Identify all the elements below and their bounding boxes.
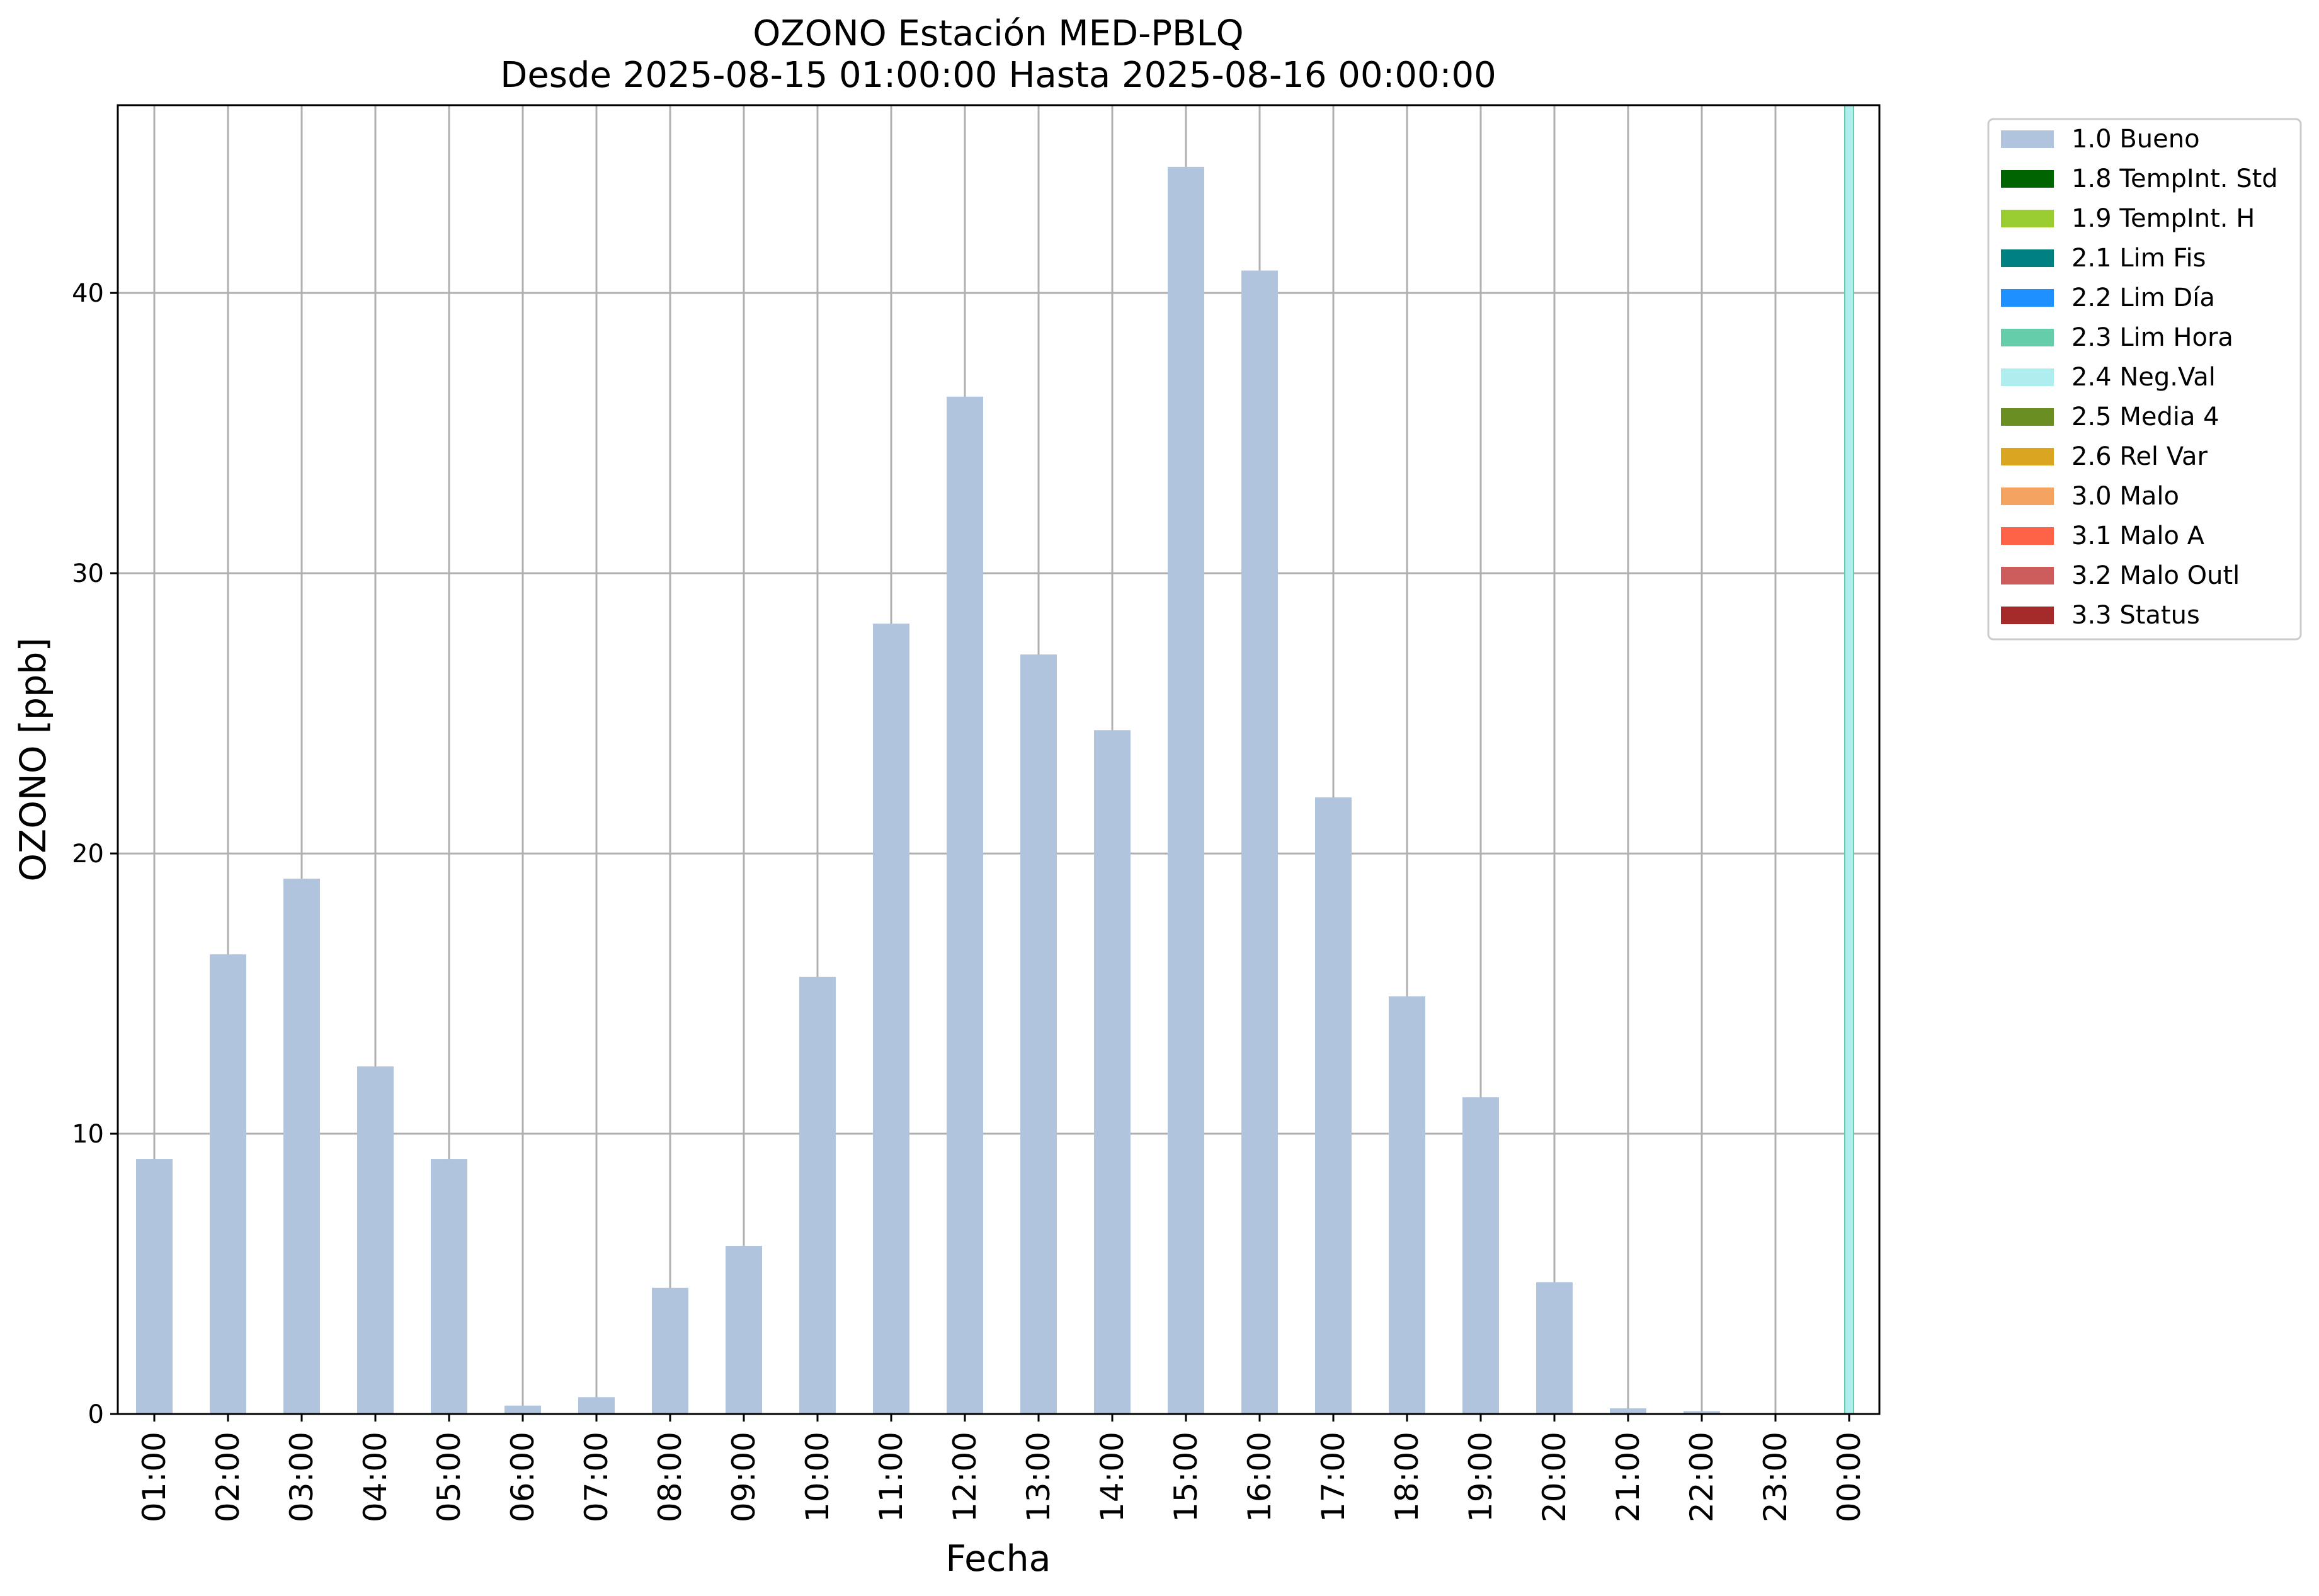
legend-swatch bbox=[2001, 249, 2054, 267]
legend-swatch bbox=[2001, 487, 2054, 505]
x-axis-label: Fecha bbox=[945, 1538, 1051, 1580]
x-tick-label: 17:00 bbox=[1315, 1432, 1352, 1522]
x-tick-label: 10:00 bbox=[799, 1432, 836, 1522]
legend-swatch bbox=[2001, 130, 2054, 148]
x-tick-label: 04:00 bbox=[357, 1432, 394, 1522]
legend-swatch bbox=[2001, 170, 2054, 188]
bar bbox=[726, 1246, 762, 1414]
y-tick-label: 30 bbox=[72, 559, 104, 588]
x-tick-label: 09:00 bbox=[726, 1432, 762, 1522]
legend-swatch bbox=[2001, 567, 2054, 584]
legend: 1.0 Bueno 1.8 TempInt. Std 1.9 TempInt. H 2… bbox=[1987, 118, 2302, 641]
y-tick-label: 20 bbox=[72, 840, 104, 869]
legend-label: 1.0 Bueno bbox=[2071, 125, 2200, 154]
bar bbox=[799, 976, 836, 1414]
bar bbox=[1094, 730, 1131, 1414]
bar bbox=[1684, 1411, 1720, 1414]
bar bbox=[357, 1066, 394, 1414]
bar bbox=[1241, 270, 1278, 1415]
x-tick-label: 05:00 bbox=[431, 1432, 467, 1522]
x-tick-label: 18:00 bbox=[1389, 1432, 1425, 1522]
plot-frame bbox=[117, 104, 1881, 1415]
chart-title: OZONO Estación MED-PBLQ bbox=[753, 13, 1244, 54]
highlight bbox=[1844, 105, 1854, 1415]
x-tick-label: 23:00 bbox=[1757, 1432, 1794, 1522]
x-tick-label: 07:00 bbox=[578, 1432, 615, 1522]
x-tick-label: 06:00 bbox=[504, 1432, 541, 1522]
bar bbox=[504, 1405, 541, 1414]
legend-label: 2.3 Lim Hora bbox=[2071, 323, 2233, 352]
legend-label: 2.6 Rel Var bbox=[2071, 442, 2208, 471]
bar bbox=[873, 624, 909, 1414]
x-tick-label: 00:00 bbox=[1831, 1432, 1867, 1522]
bar bbox=[1020, 654, 1057, 1414]
y-axis: 0 10 20 30 40 bbox=[72, 279, 118, 1429]
bar bbox=[1389, 996, 1425, 1414]
x-tick-label: 11:00 bbox=[873, 1432, 909, 1522]
x-tick-label: 21:00 bbox=[1610, 1432, 1646, 1522]
x-tick-label: 02:00 bbox=[210, 1432, 246, 1522]
x-axis: 01:00 02:00 03:00 04:00 05:00 06:00 07:00 08:00… bbox=[136, 1414, 1867, 1522]
bars bbox=[136, 166, 1720, 1415]
legend-frame bbox=[1987, 118, 2302, 641]
legend-label: 2.5 Media 4 bbox=[2071, 402, 2219, 431]
legend-swatch bbox=[2001, 408, 2054, 426]
legend-label: 3.3 Status bbox=[2071, 601, 2200, 630]
y-tick-label: 10 bbox=[72, 1120, 104, 1149]
x-tick-label: 14:00 bbox=[1094, 1432, 1131, 1522]
bar bbox=[136, 1159, 173, 1414]
chart-subtitle: Desde 2025-08-15 01:00:00 Hasta 2025-08-… bbox=[500, 55, 1496, 96]
bar bbox=[1315, 797, 1352, 1414]
legend-label: 2.2 Lim Día bbox=[2071, 283, 2215, 312]
plot-area bbox=[118, 105, 1879, 1414]
bar bbox=[210, 954, 246, 1414]
flag-marker bbox=[1844, 105, 1854, 1415]
bar bbox=[947, 396, 983, 1414]
legend-swatch bbox=[2001, 289, 2054, 307]
legend-label: 3.2 Malo Outl bbox=[2071, 561, 2240, 590]
bar bbox=[1462, 1097, 1499, 1414]
bar bbox=[1610, 1408, 1646, 1414]
x-tick-label: 08:00 bbox=[652, 1432, 688, 1522]
legend-swatch bbox=[2001, 448, 2054, 465]
legend-swatch bbox=[2001, 210, 2054, 227]
legend-swatch bbox=[2001, 607, 2054, 624]
x-tick-label: 01:00 bbox=[136, 1432, 173, 1522]
legend-label: 2.4 Neg.Val bbox=[2071, 363, 2216, 392]
y-axis-label: OZONO [ppb] bbox=[13, 637, 54, 881]
y-tick-label: 0 bbox=[88, 1400, 104, 1429]
x-tick-label: 03:00 bbox=[283, 1432, 320, 1522]
bar bbox=[578, 1397, 615, 1414]
legend-label: 2.1 Lim Fis bbox=[2071, 244, 2206, 273]
legend-label: 3.1 Malo A bbox=[2071, 522, 2205, 550]
legend-label: 3.0 Malo bbox=[2071, 482, 2179, 511]
x-tick-label: 16:00 bbox=[1241, 1432, 1278, 1522]
x-tick-label: 12:00 bbox=[947, 1432, 983, 1522]
legend-label: 1.8 TempInt. Std bbox=[2071, 164, 2278, 193]
x-tick-label: 13:00 bbox=[1020, 1432, 1057, 1522]
x-tick-label: 20:00 bbox=[1536, 1432, 1573, 1522]
legend-swatch bbox=[2001, 527, 2054, 545]
y-tick-label: 40 bbox=[72, 279, 104, 308]
x-tick-label: 15:00 bbox=[1168, 1432, 1204, 1522]
bar bbox=[1536, 1282, 1573, 1414]
bar bbox=[652, 1287, 688, 1414]
bar bbox=[283, 879, 320, 1414]
x-tick-label: 19:00 bbox=[1462, 1432, 1499, 1522]
x-tick-label: 22:00 bbox=[1684, 1432, 1720, 1522]
bar bbox=[1168, 166, 1204, 1414]
legend-swatch bbox=[2001, 368, 2054, 386]
bar bbox=[431, 1159, 467, 1414]
legend-swatch bbox=[2001, 329, 2054, 346]
legend-label: 1.9 TempInt. H bbox=[2071, 204, 2255, 233]
